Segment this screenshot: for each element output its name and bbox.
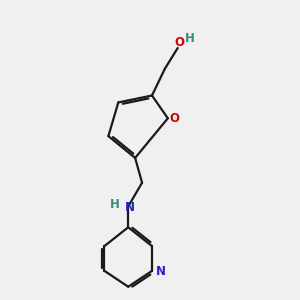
Text: O: O: [175, 37, 185, 50]
Text: H: H: [185, 32, 195, 44]
Text: O: O: [170, 112, 180, 125]
Text: N: N: [125, 201, 135, 214]
Text: N: N: [156, 266, 166, 278]
Text: H: H: [110, 198, 119, 211]
